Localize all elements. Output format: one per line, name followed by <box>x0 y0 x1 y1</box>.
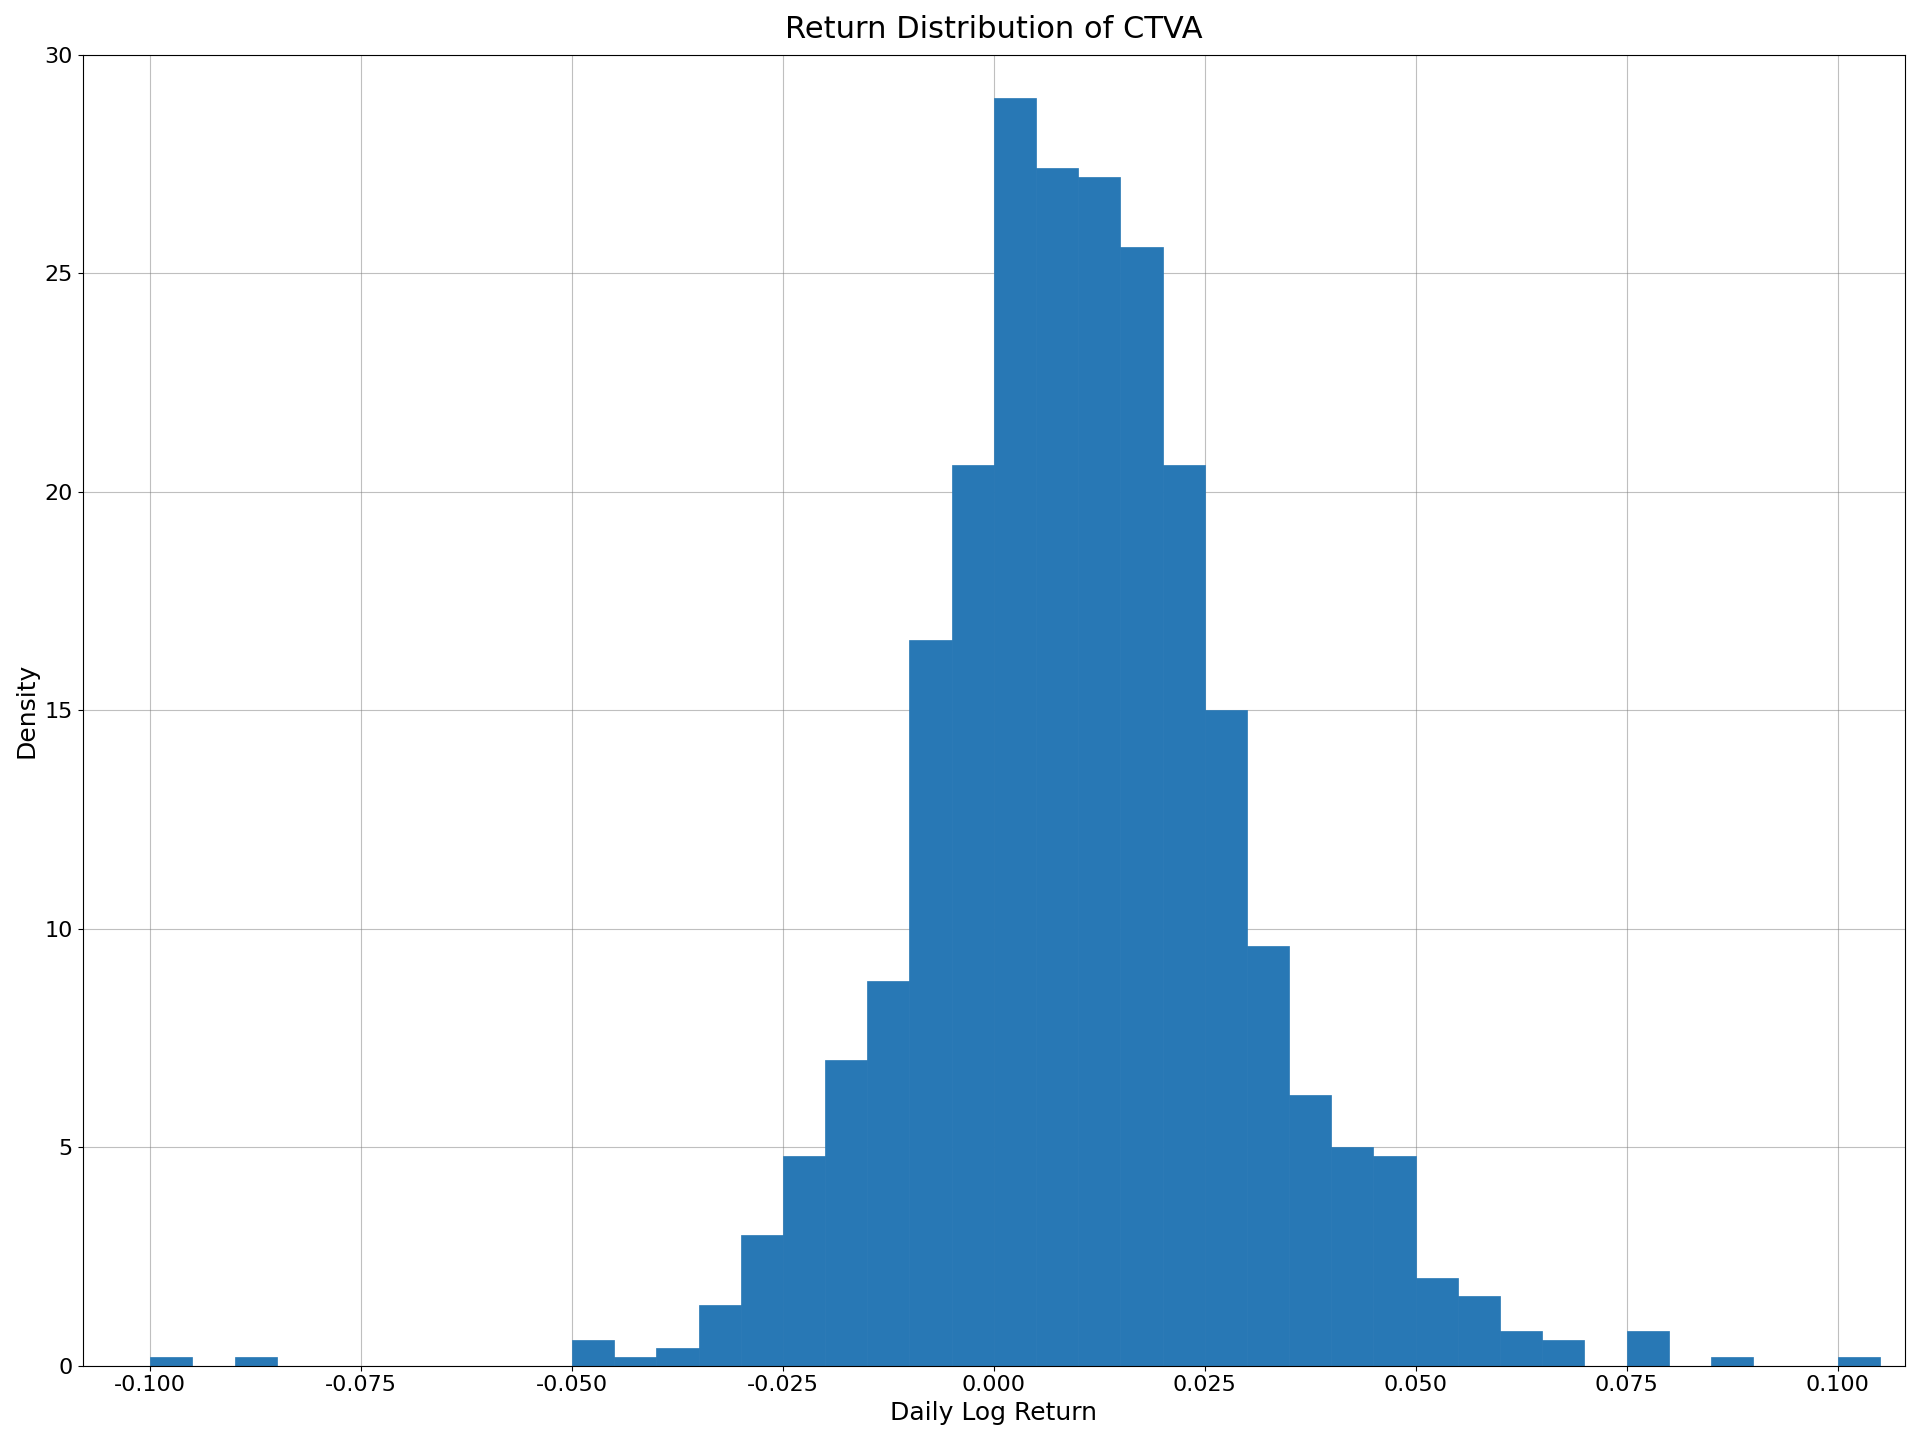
Y-axis label: Density: Density <box>15 662 38 757</box>
Bar <box>1164 465 1204 1365</box>
Bar <box>783 1156 826 1365</box>
Bar <box>1415 1279 1457 1365</box>
Bar <box>234 1356 276 1365</box>
Bar <box>1626 1331 1668 1365</box>
Bar <box>826 1060 868 1365</box>
Bar <box>868 981 910 1365</box>
Bar <box>699 1305 741 1365</box>
Bar <box>1457 1296 1500 1365</box>
Bar <box>995 98 1037 1365</box>
Bar <box>952 465 995 1365</box>
Bar <box>572 1339 614 1365</box>
X-axis label: Daily Log Return: Daily Log Return <box>891 1401 1098 1426</box>
Bar <box>910 641 952 1365</box>
Bar <box>150 1356 192 1365</box>
Bar <box>614 1356 657 1365</box>
Bar <box>1373 1156 1415 1365</box>
Bar <box>1079 177 1121 1365</box>
Bar <box>1246 946 1288 1365</box>
Bar <box>1288 1094 1331 1365</box>
Bar <box>1837 1356 1880 1365</box>
Bar <box>741 1234 783 1365</box>
Bar <box>1037 168 1079 1365</box>
Bar <box>657 1348 699 1365</box>
Bar <box>1542 1339 1584 1365</box>
Bar <box>1331 1148 1373 1365</box>
Bar <box>1500 1331 1542 1365</box>
Bar <box>1121 246 1164 1365</box>
Bar <box>1204 710 1246 1365</box>
Bar <box>1711 1356 1753 1365</box>
Title: Return Distribution of CTVA: Return Distribution of CTVA <box>785 14 1202 45</box>
